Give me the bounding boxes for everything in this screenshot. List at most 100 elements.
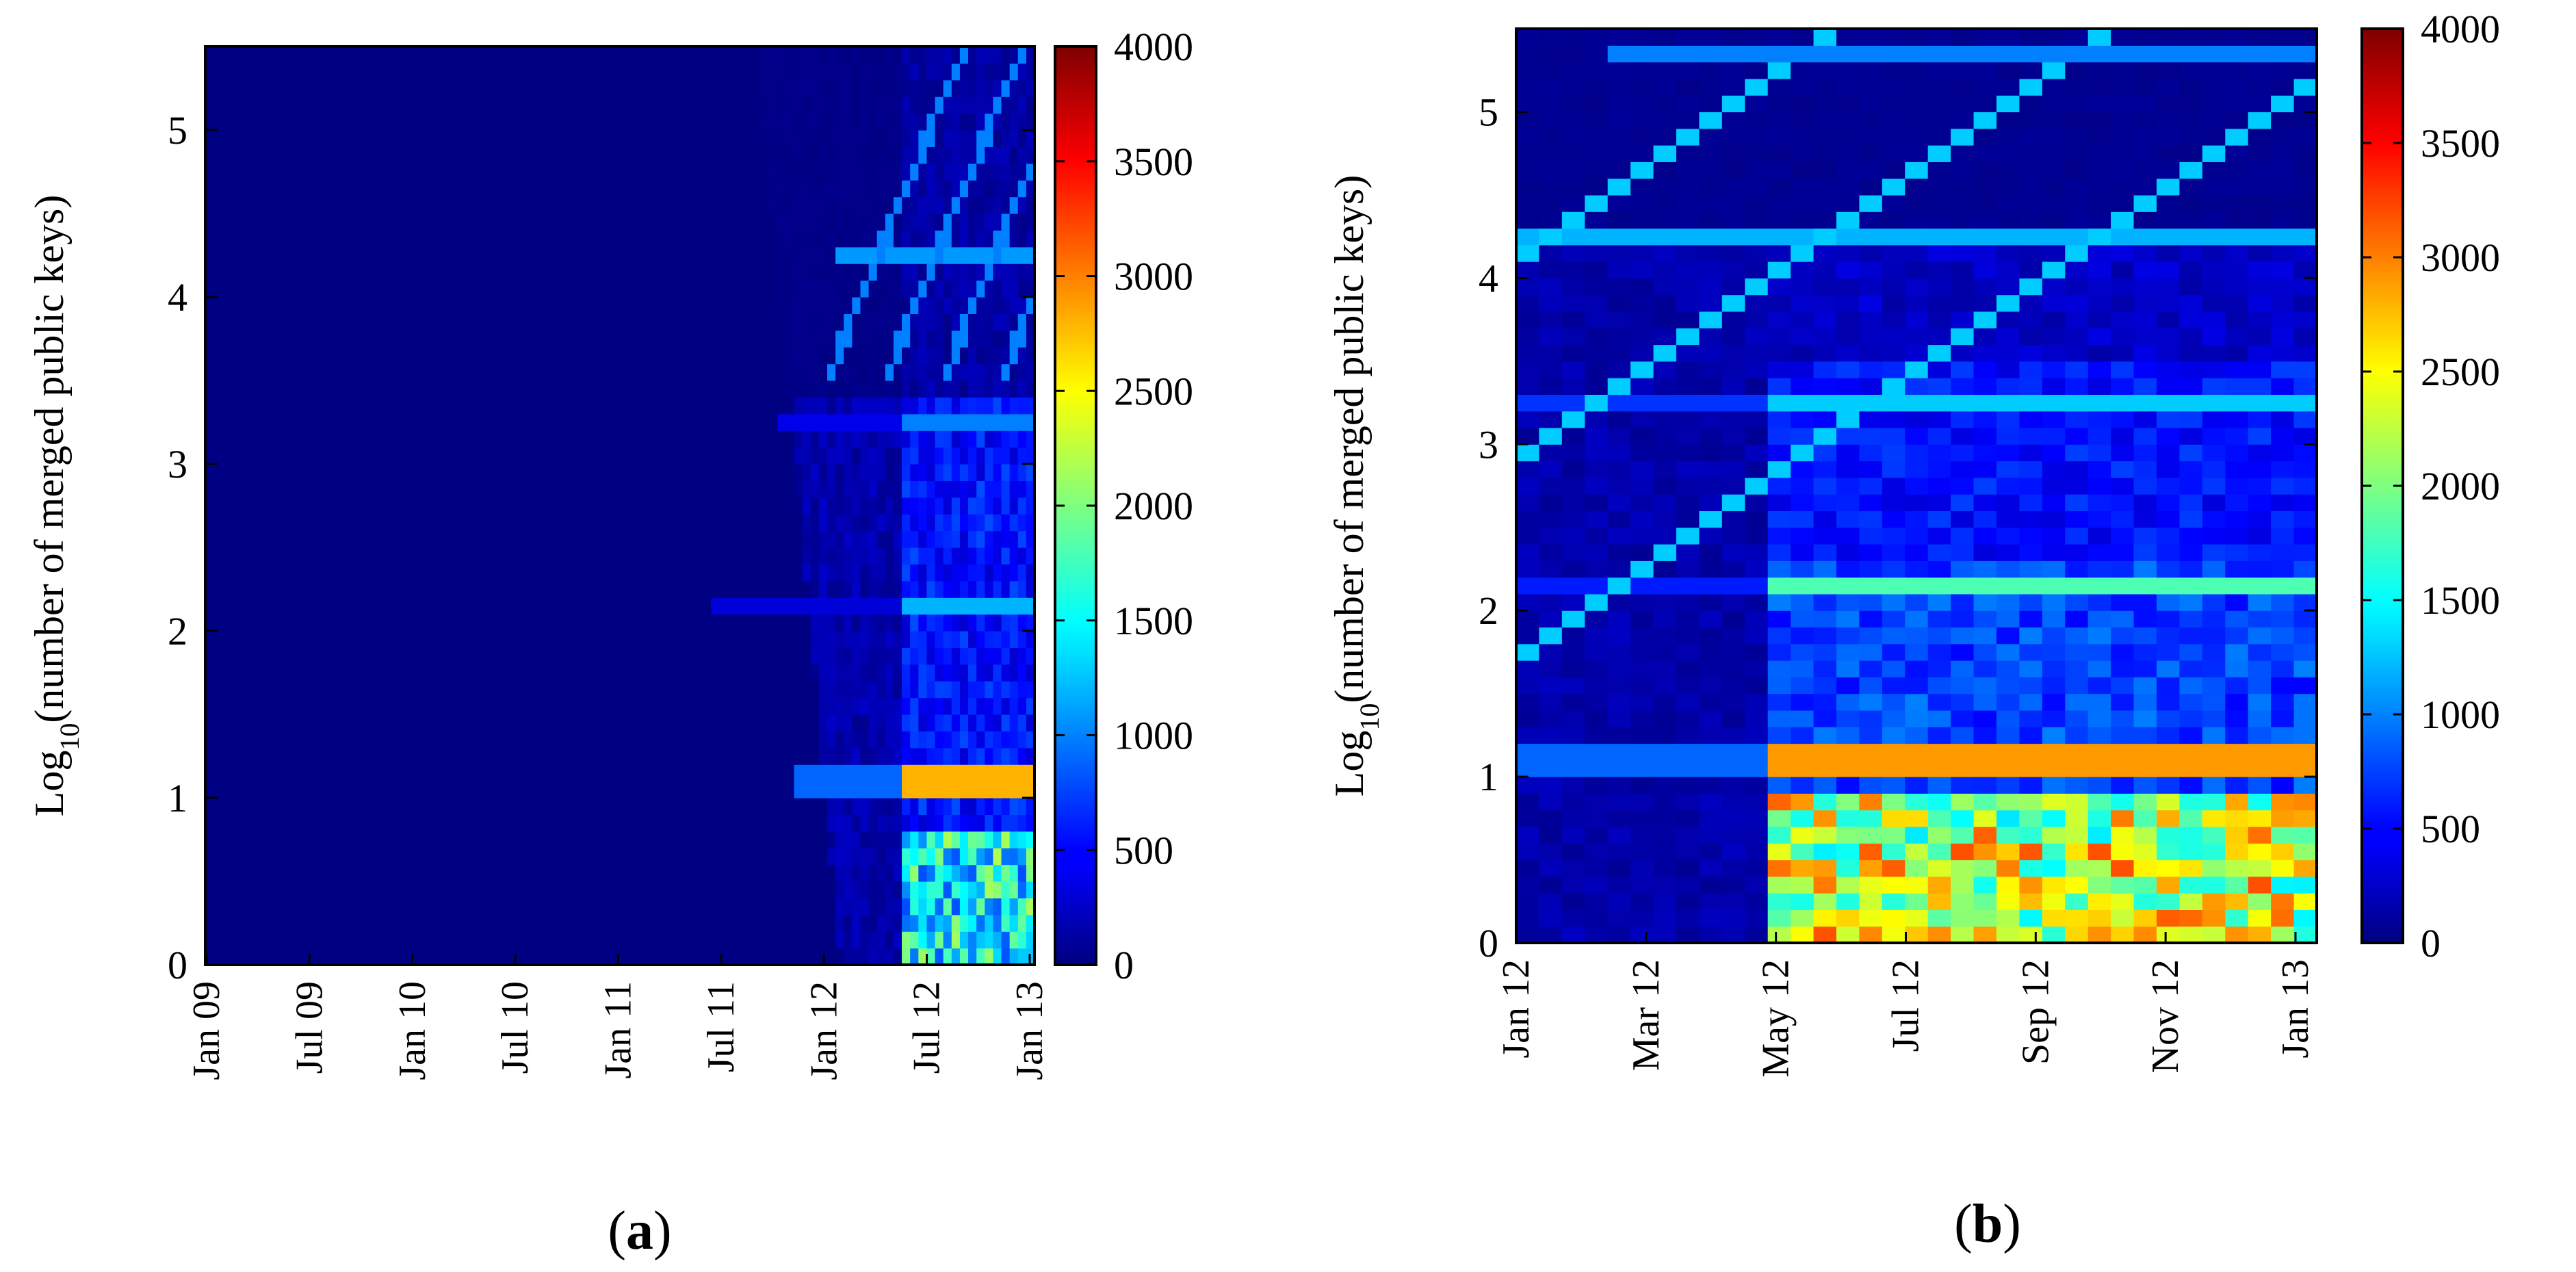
heatmap-cell bbox=[835, 297, 844, 314]
heatmap-cell bbox=[761, 313, 770, 331]
heatmap-cell bbox=[785, 130, 795, 147]
heatmap-cell bbox=[943, 63, 952, 81]
heatmap-cell bbox=[520, 47, 530, 64]
heatmap-cell bbox=[902, 881, 911, 898]
heatmap-cell bbox=[852, 163, 861, 181]
heatmap-cell bbox=[271, 631, 281, 648]
heatmap-cell bbox=[470, 297, 480, 314]
heatmap-cell bbox=[677, 497, 687, 515]
heatmap-cell bbox=[935, 63, 944, 81]
heatmap-cell bbox=[437, 814, 447, 832]
heatmap-cell bbox=[280, 280, 289, 298]
heatmap-cell bbox=[902, 430, 911, 448]
heatmap-cell bbox=[727, 146, 737, 164]
heatmap-cell bbox=[645, 547, 654, 564]
heatmap-cell bbox=[818, 79, 828, 97]
heatmap-cell bbox=[595, 664, 604, 682]
heatmap-cell bbox=[794, 597, 803, 615]
heatmap-cell bbox=[943, 948, 952, 965]
heatmap-cell bbox=[213, 647, 222, 665]
heatmap-cell bbox=[578, 246, 588, 264]
heatmap-cell bbox=[280, 430, 289, 448]
heatmap-cell bbox=[611, 130, 621, 147]
heatmap-cell bbox=[313, 564, 322, 582]
heatmap-cell bbox=[578, 397, 588, 415]
heatmap-cell bbox=[437, 447, 447, 465]
heatmap-cell bbox=[528, 714, 538, 731]
heatmap-cell bbox=[413, 180, 421, 198]
heatmap-cell bbox=[761, 63, 770, 81]
heatmap-cell bbox=[761, 881, 770, 898]
heatmap-cell bbox=[876, 814, 886, 832]
heatmap-cell bbox=[769, 631, 778, 648]
heatmap-cell bbox=[478, 280, 488, 298]
heatmap-cell bbox=[727, 714, 737, 731]
heatmap-cell bbox=[620, 464, 629, 481]
heatmap-cell bbox=[395, 664, 405, 682]
heatmap-cell bbox=[653, 63, 662, 81]
heatmap-cell bbox=[885, 163, 894, 181]
heatmap-cell bbox=[636, 914, 645, 932]
heatmap-cell bbox=[935, 180, 944, 198]
heatmap-cell bbox=[852, 731, 861, 749]
heatmap-cell bbox=[727, 363, 737, 381]
heatmap-cell bbox=[852, 580, 861, 598]
heatmap-cell bbox=[744, 280, 753, 298]
heatmap-cell bbox=[943, 814, 952, 832]
heatmap-cell bbox=[628, 798, 637, 815]
heatmap-cell bbox=[943, 681, 952, 699]
heatmap-cell bbox=[777, 848, 786, 866]
heatmap-cell bbox=[554, 430, 562, 448]
heatmap-cell bbox=[769, 681, 778, 699]
heatmap-cell bbox=[611, 297, 621, 314]
heatmap-cell bbox=[827, 430, 836, 448]
heatmap-cell bbox=[487, 881, 496, 898]
heatmap-cell bbox=[586, 79, 596, 97]
heatmap-cell bbox=[570, 430, 579, 448]
heatmap-cell bbox=[495, 564, 504, 582]
heatmap-cell bbox=[943, 79, 952, 97]
heatmap-cell bbox=[818, 764, 828, 782]
heatmap-cell bbox=[205, 246, 214, 264]
heatmap-cell bbox=[860, 130, 870, 147]
heatmap-cell bbox=[727, 864, 737, 882]
heatmap-cell bbox=[504, 313, 513, 331]
heatmap-cell bbox=[470, 213, 480, 231]
heatmap-cell bbox=[271, 848, 281, 866]
heatmap-cell bbox=[910, 480, 919, 498]
heatmap-cell bbox=[777, 213, 786, 231]
heatmap-cell bbox=[371, 47, 380, 64]
heatmap-cell bbox=[387, 96, 397, 114]
heatmap-cell bbox=[462, 63, 471, 81]
heatmap-cell bbox=[876, 614, 886, 632]
heatmap-cell bbox=[885, 230, 894, 248]
heatmap-cell bbox=[404, 580, 413, 598]
heatmap-cell bbox=[902, 330, 911, 348]
heatmap-cell bbox=[677, 864, 687, 882]
heatmap-cell bbox=[363, 330, 372, 348]
heatmap-cell bbox=[910, 297, 919, 314]
heatmap-cell bbox=[395, 330, 405, 348]
heatmap-cell bbox=[885, 697, 894, 715]
heatmap-cell bbox=[769, 447, 778, 465]
heatmap-cell bbox=[238, 614, 248, 632]
heatmap-cell bbox=[421, 397, 430, 415]
heatmap-cell bbox=[636, 747, 645, 765]
heatmap-cell bbox=[628, 397, 637, 415]
heatmap-cell bbox=[893, 180, 902, 198]
heatmap-cell bbox=[263, 280, 272, 298]
heatmap-cell bbox=[603, 330, 612, 348]
heatmap-cell bbox=[603, 764, 612, 782]
heatmap-cell bbox=[868, 347, 878, 365]
heatmap-cell bbox=[943, 597, 952, 615]
heatmap-cell bbox=[910, 363, 919, 381]
heatmap-cell bbox=[280, 163, 289, 181]
heatmap-cell bbox=[677, 464, 687, 481]
heatmap-cell bbox=[876, 246, 886, 264]
heatmap-cell bbox=[769, 898, 778, 916]
heatmap-cell bbox=[677, 397, 687, 415]
heatmap-cell bbox=[288, 564, 297, 582]
heatmap-cell bbox=[785, 280, 795, 298]
heatmap-cell bbox=[611, 313, 621, 331]
heatmap-cell bbox=[620, 130, 629, 147]
